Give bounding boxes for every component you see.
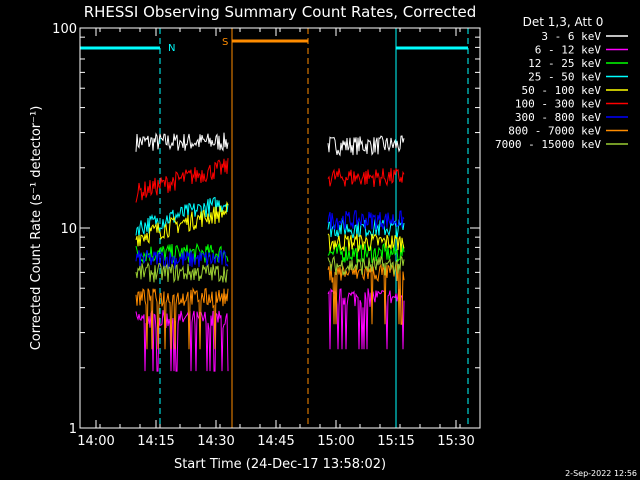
series-4-segment-0	[135, 200, 229, 247]
flag-label-S: S	[222, 37, 228, 48]
flag-label-N: N	[168, 43, 175, 54]
series-8-segment-0	[135, 261, 229, 284]
legend-label-4: 50 - 100 keV	[522, 84, 602, 97]
x-tick-label-4: 15:00	[317, 434, 354, 449]
series-3-segment-0	[135, 196, 229, 237]
series-0-segment-1	[327, 135, 405, 157]
x-tick-label-3: 14:45	[257, 434, 294, 449]
series-1-segment-1	[327, 287, 405, 350]
y-tick-label-1: 10	[60, 222, 77, 237]
legend-label-3: 25 - 50 keV	[528, 71, 601, 84]
footer-timestamp: 2-Sep-2022 12:56	[565, 469, 637, 478]
series-5-segment-1	[327, 167, 405, 188]
series-8-segment-1	[327, 255, 405, 276]
series-6-segment-0	[135, 249, 229, 270]
series-2-segment-1	[327, 242, 405, 264]
series-7-segment-0	[135, 287, 229, 350]
x-tick-label-1: 14:15	[137, 434, 174, 449]
legend-label-7: 800 - 7000 keV	[508, 125, 601, 138]
x-axis-label: Start Time (24-Dec-17 13:58:02)	[174, 457, 386, 472]
y-axis-label: Corrected Count Rate (s⁻¹ detector⁻¹)	[29, 106, 44, 351]
y-tick-label-2: 100	[52, 22, 77, 37]
plot-frame	[79, 27, 481, 429]
series-4-segment-1	[327, 233, 405, 254]
series-2-segment-0	[135, 242, 229, 264]
x-tick-label-6: 15:30	[437, 434, 474, 449]
chart-title: RHESSI Observing Summary Count Rates, Co…	[84, 3, 477, 21]
x-tick-label-5: 15:15	[377, 434, 414, 449]
series-0-segment-0	[135, 132, 229, 152]
legend-label-5: 100 - 300 keV	[515, 98, 601, 111]
x-tick-label-2: 14:30	[197, 434, 234, 449]
legend-label-0: 3 - 6 keV	[541, 30, 601, 43]
legend-label-8: 7000 - 15000 keV	[495, 138, 601, 151]
series-5-segment-0	[135, 158, 229, 203]
series-6-segment-1	[327, 210, 405, 230]
legend-label-2: 12 - 25 keV	[528, 57, 601, 70]
x-tick-label-0: 14:00	[77, 434, 114, 449]
legend-title: Det 1,3, Att 0	[523, 15, 604, 29]
y-tick-label-0: 1	[69, 422, 77, 437]
legend-label-1: 6 - 12 keV	[535, 44, 602, 57]
legend-label-6: 300 - 800 keV	[515, 111, 601, 124]
